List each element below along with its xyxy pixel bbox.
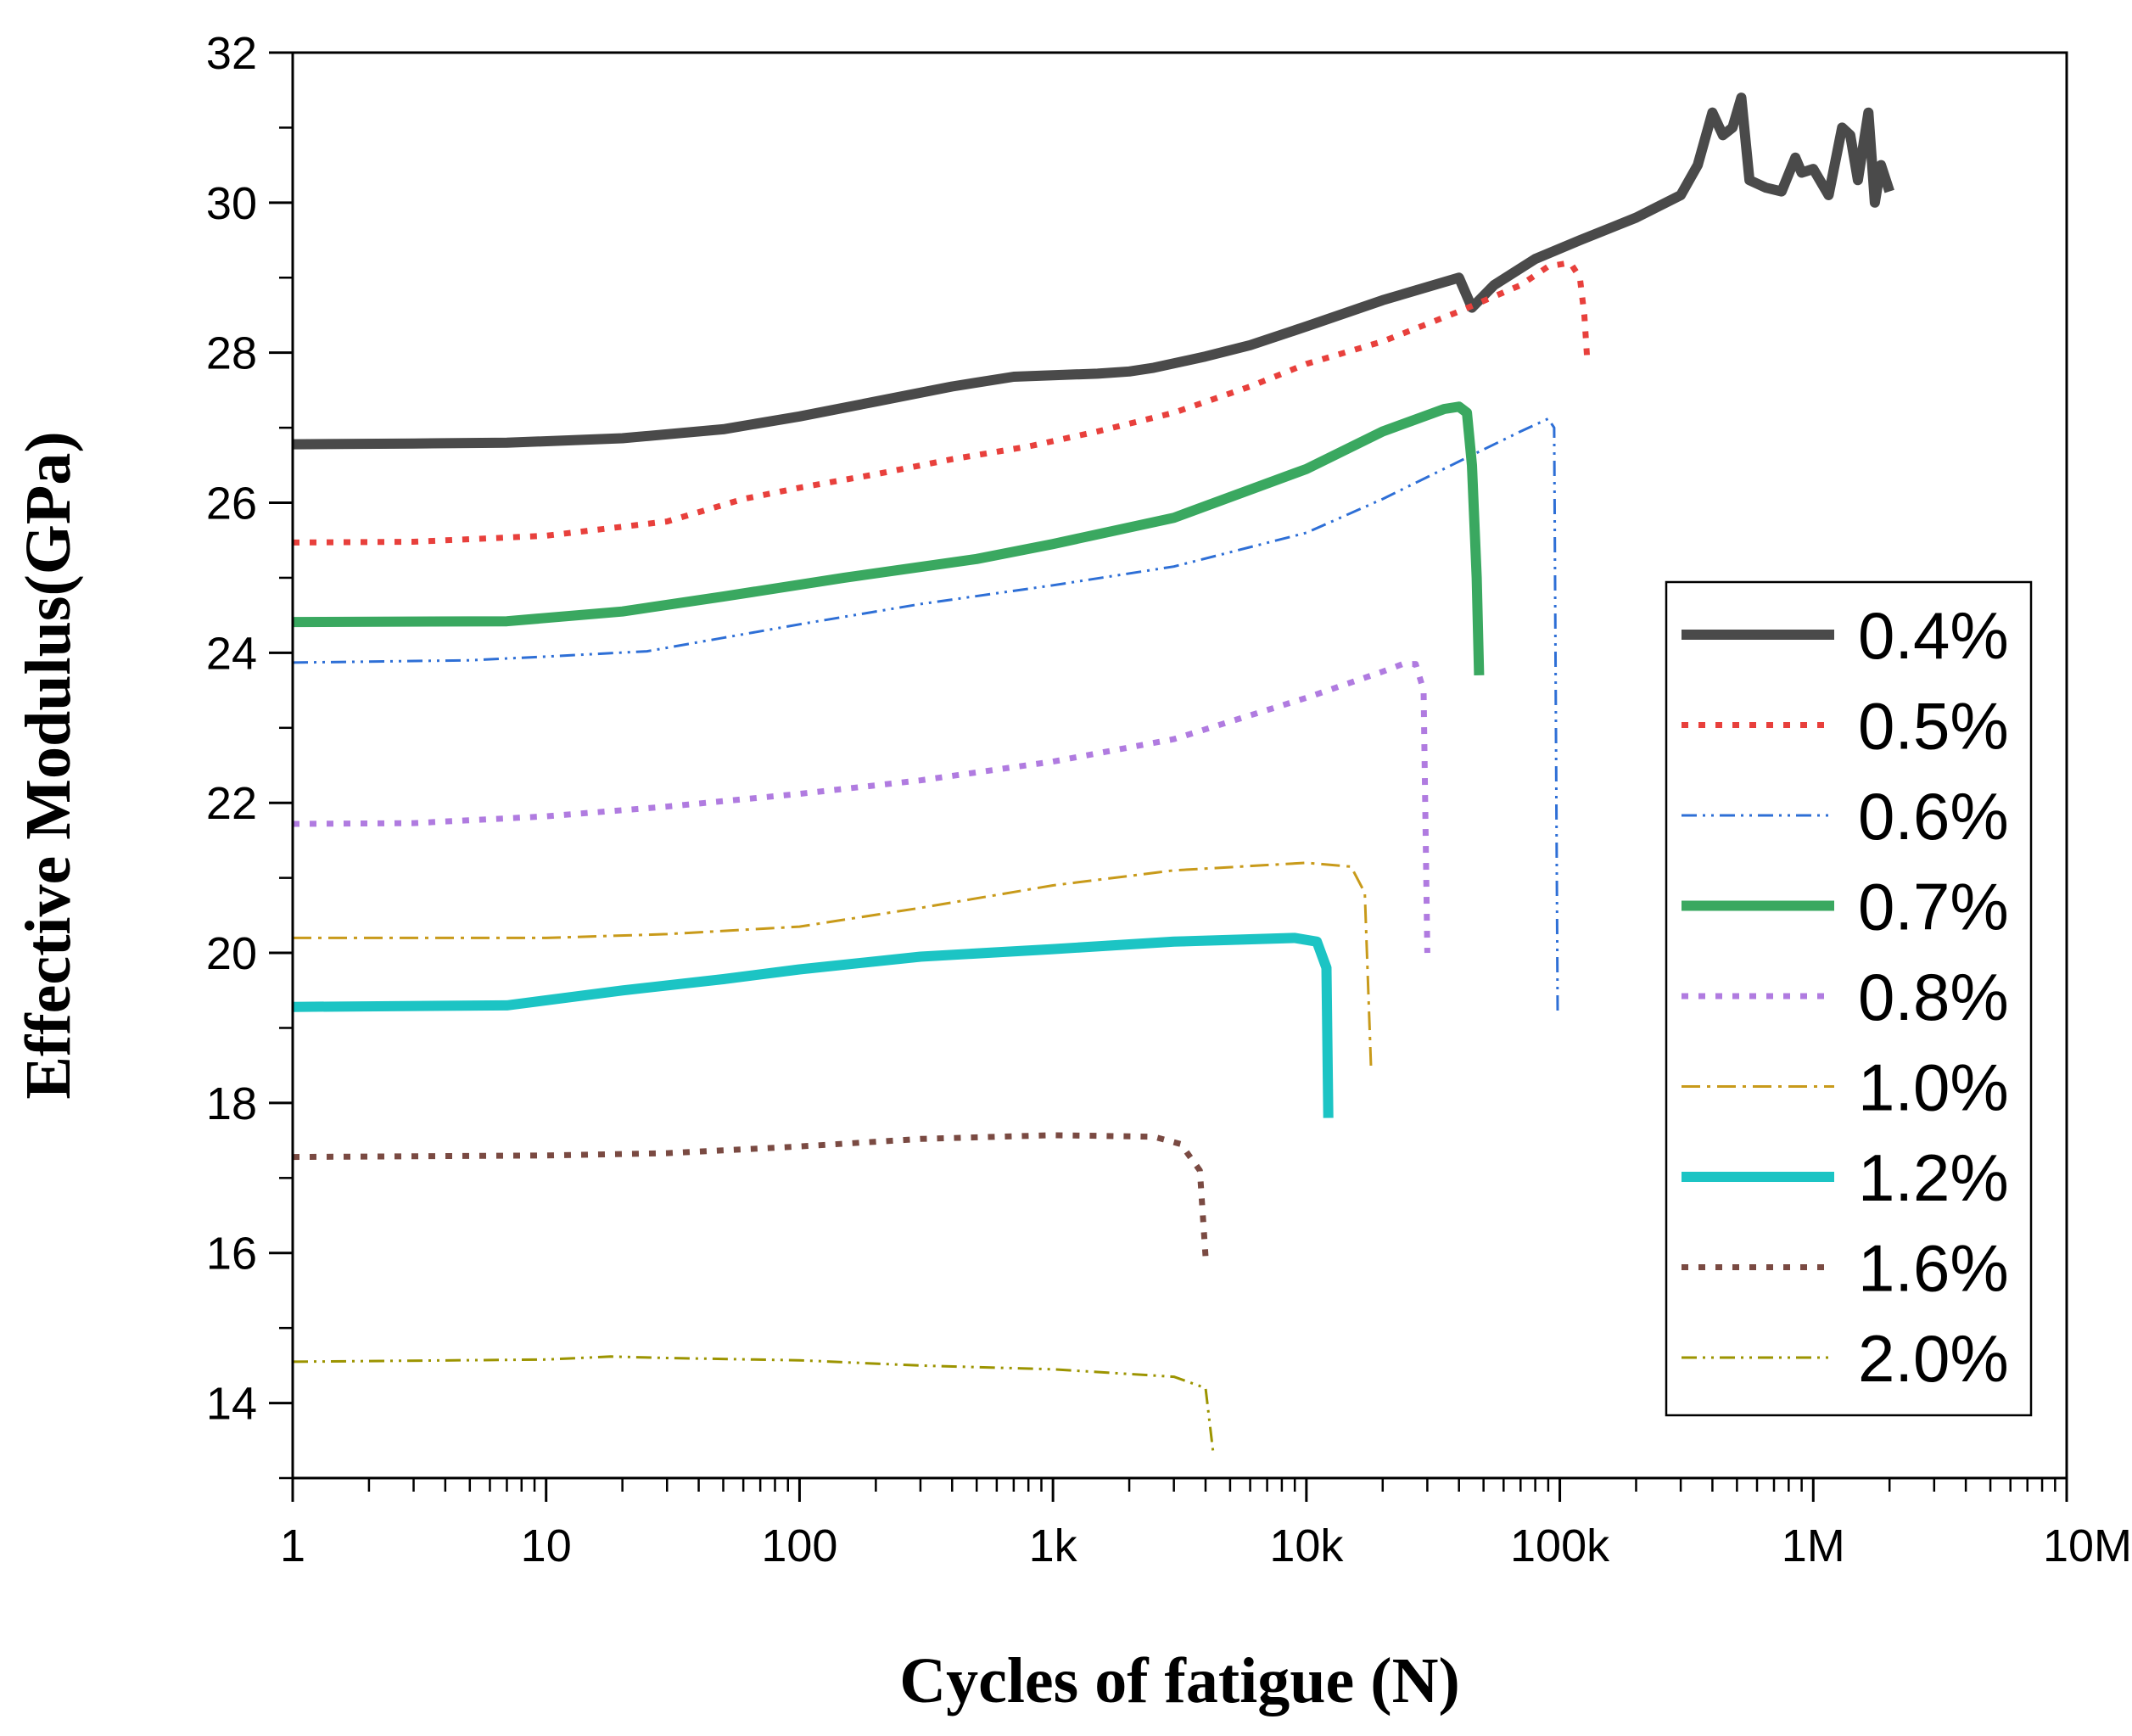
y-axis-ticks: 14 16 18 20 22 24 26 28 30 32 — [206, 28, 293, 1430]
series-line-1.0% — [293, 861, 1373, 1070]
series-line-0.6% — [292, 417, 1559, 1013]
plot-frame — [291, 51, 2068, 1480]
y-tick-label: 18 — [206, 1078, 257, 1129]
legend-label-2.0%: 2.0% — [1858, 1321, 2009, 1396]
legend-label-0.8%: 0.8% — [1858, 960, 2009, 1034]
series-line-0.8% — [292, 661, 1430, 954]
series-line-1.6% — [292, 1132, 1209, 1257]
x-minor-ticks — [367, 1478, 2056, 1492]
y-tick-label: 32 — [206, 28, 257, 79]
y-tick-label: 20 — [206, 928, 257, 979]
series-line-2.0% — [292, 1355, 1215, 1456]
series-line-1.2% — [292, 932, 1334, 1118]
x-tick-label: 10 — [521, 1520, 572, 1571]
x-tick-label: 1 — [280, 1520, 305, 1571]
x-tick-label: 100k — [1510, 1520, 1610, 1571]
x-tick-label: 10k — [1269, 1520, 1344, 1571]
legend-label-0.5%: 0.5% — [1858, 689, 2009, 764]
legend-frame — [1665, 580, 2033, 1417]
legend-label-0.6%: 0.6% — [1858, 779, 2009, 854]
legend-label-0.4%: 0.4% — [1858, 598, 2009, 673]
legend-label-0.7%: 0.7% — [1858, 870, 2009, 944]
series-line-0.5% — [292, 260, 1591, 546]
legend-label-1.2%: 1.2% — [1858, 1140, 2009, 1215]
series-group — [292, 92, 1894, 1456]
x-tick-label: 10M — [2043, 1520, 2132, 1571]
x-axis-ticks: 1 10 100 1k 10k 100k 1M 10M — [280, 1478, 2132, 1571]
y-tick-label: 22 — [206, 778, 257, 829]
legend-label-1.6%: 1.6% — [1858, 1231, 2009, 1306]
y-tick-label: 28 — [206, 328, 257, 379]
y-axis-title: Effective Modulus(GPa) — [13, 431, 84, 1099]
y-tick-label: 24 — [206, 628, 257, 679]
series-line-0.4% — [292, 92, 1894, 450]
x-tick-label: 1k — [1029, 1520, 1078, 1571]
y-tick-label: 30 — [206, 178, 257, 229]
x-axis-title: Cycles of fatigue (N) — [899, 1645, 1460, 1716]
y-minor-ticks — [279, 126, 293, 1480]
y-tick-label: 16 — [206, 1229, 257, 1280]
x-tick-label: 1M — [1782, 1520, 1845, 1571]
x-tick-label: 100 — [761, 1520, 837, 1571]
legend: 0.4% 0.5% 0.6% 0.7% 0.8% 1.0% 1.2% 1.6% 2.0% — [1665, 580, 2033, 1417]
y-tick-label: 26 — [206, 479, 257, 529]
series-line-0.7% — [292, 401, 1485, 676]
legend-label-1.0%: 1.0% — [1858, 1050, 2009, 1125]
y-tick-label: 14 — [206, 1379, 257, 1430]
